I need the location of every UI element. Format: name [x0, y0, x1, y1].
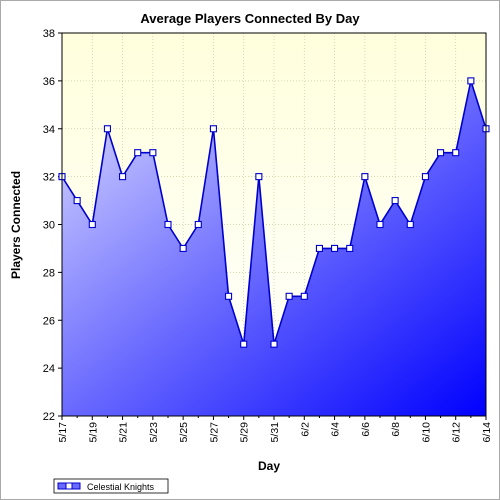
data-point: [73, 197, 81, 205]
y-tick-label: 24: [43, 363, 55, 375]
data-point: [134, 149, 142, 157]
x-tick-label: 6/4: [330, 422, 342, 437]
data-point: [103, 125, 111, 133]
legend-box: [53, 478, 169, 494]
x-tick-label: 5/19: [87, 422, 99, 443]
x-tick-label: 6/2: [299, 422, 311, 437]
data-point: [209, 125, 217, 133]
x-tick-label: 6/14: [481, 422, 493, 443]
x-tick-label: 5/17: [57, 422, 69, 443]
chart-title: Average Players Connected By Day: [140, 11, 360, 26]
y-tick-label: 32: [43, 172, 55, 184]
data-point: [270, 340, 278, 348]
data-point: [361, 173, 369, 181]
y-axis-ticks: 22 24 26 28 30 32 34 36 38: [43, 28, 62, 423]
data-point: [437, 149, 445, 157]
data-point: [225, 292, 233, 300]
series-markers: [58, 77, 490, 348]
data-point: [406, 220, 414, 229]
data-point: [331, 244, 339, 252]
data-point: [194, 220, 202, 229]
data-point: [421, 173, 429, 181]
data-point: [391, 197, 399, 205]
data-point: [119, 173, 127, 181]
x-tick-label: 5/29: [239, 422, 251, 443]
data-point: [315, 244, 323, 252]
y-tick-label: 28: [43, 267, 55, 279]
data-point: [467, 77, 475, 85]
data-point: [376, 220, 384, 229]
data-point: [240, 340, 248, 348]
y-axis-label: Players Connected: [9, 171, 23, 279]
y-tick-label: 26: [43, 315, 55, 327]
data-point: [285, 292, 293, 300]
legend: Celestial Knights: [53, 478, 169, 494]
data-point: [88, 220, 96, 229]
y-tick-label: 36: [43, 76, 55, 88]
legend-label: Celestial Knights: [87, 482, 155, 492]
x-axis-label: Day: [258, 459, 280, 473]
data-point: [346, 244, 354, 252]
data-point: [149, 149, 157, 157]
data-point: [300, 292, 308, 300]
y-tick-label: 38: [43, 28, 55, 40]
data-point: [164, 220, 172, 229]
x-tick-label: 5/25: [178, 422, 190, 443]
x-tick-label: 5/23: [148, 422, 160, 443]
y-tick-label: 30: [43, 220, 55, 232]
series-area: [62, 80, 486, 416]
y-tick-label: 22: [43, 411, 55, 423]
data-point: [255, 173, 263, 181]
data-point: [452, 149, 460, 157]
y-tick-label: 34: [43, 124, 55, 136]
x-tick-label: 6/10: [420, 422, 432, 443]
data-point: [179, 244, 187, 252]
legend-marker: [65, 482, 73, 490]
x-tick-label: 5/31: [269, 422, 281, 443]
x-tick-label: 6/12: [451, 422, 463, 443]
x-tick-label: 6/8: [390, 422, 402, 437]
x-tick-label: 5/27: [208, 422, 220, 443]
x-tick-label: 5/21: [118, 422, 130, 443]
plot-border: [61, 32, 487, 417]
x-axis-ticks: 5/17 5/19 5/21 5/23 5/25 5/27 5/29 5/31 6/2 6/4 6/…: [57, 416, 493, 442]
x-tick-label: 6/6: [360, 422, 372, 437]
